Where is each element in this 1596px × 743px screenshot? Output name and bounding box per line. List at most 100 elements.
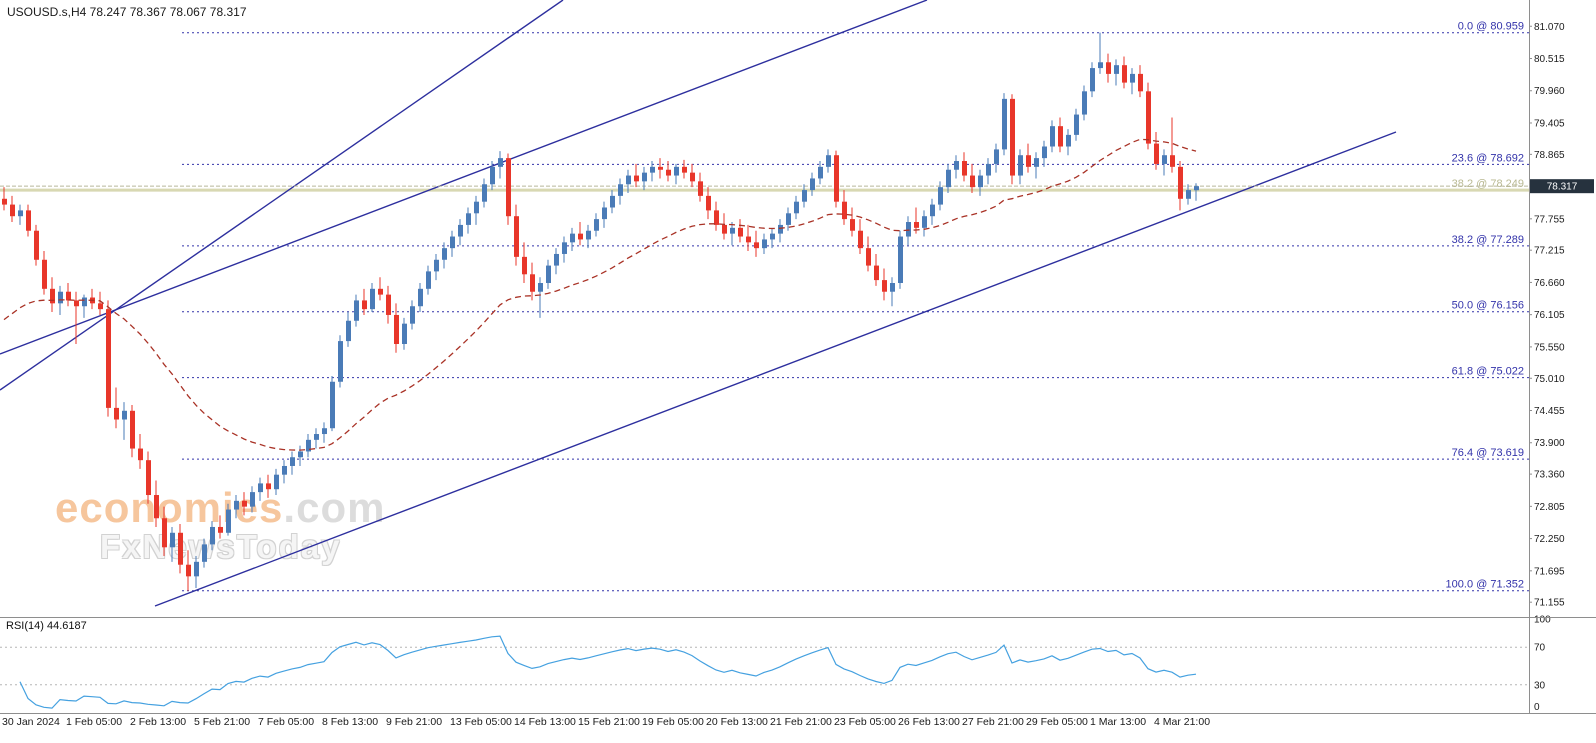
candle[interactable] bbox=[322, 422, 327, 443]
candle[interactable] bbox=[850, 207, 855, 237]
candle[interactable] bbox=[234, 495, 239, 519]
candle[interactable] bbox=[106, 300, 111, 417]
candle[interactable] bbox=[1050, 120, 1055, 153]
candle[interactable] bbox=[50, 277, 55, 313]
candle[interactable] bbox=[1058, 117, 1063, 153]
candle[interactable] bbox=[450, 230, 455, 257]
trend-channel-line[interactable] bbox=[154, 131, 1397, 607]
candle[interactable] bbox=[258, 477, 263, 501]
candle[interactable] bbox=[834, 150, 839, 208]
candle[interactable] bbox=[474, 195, 479, 225]
candle[interactable] bbox=[730, 222, 735, 246]
candle[interactable] bbox=[562, 236, 567, 263]
candle[interactable] bbox=[818, 161, 823, 185]
candle[interactable] bbox=[2, 187, 7, 211]
price-axis[interactable]: 81.07080.51579.96079.40578.86578.31077.7… bbox=[1529, 22, 1565, 609]
candle[interactable] bbox=[250, 486, 255, 513]
candle[interactable] bbox=[74, 291, 79, 344]
candle[interactable] bbox=[34, 224, 39, 266]
candle[interactable] bbox=[490, 161, 495, 191]
candle[interactable] bbox=[170, 526, 175, 562]
candle[interactable] bbox=[442, 242, 447, 269]
candle[interactable] bbox=[866, 236, 871, 272]
candle[interactable] bbox=[618, 178, 623, 205]
candle[interactable] bbox=[1042, 140, 1047, 167]
trend-channel-line[interactable] bbox=[0, 0, 928, 355]
candle[interactable] bbox=[690, 163, 695, 188]
candle[interactable] bbox=[962, 152, 967, 182]
candle[interactable] bbox=[314, 428, 319, 449]
candle[interactable] bbox=[394, 303, 399, 353]
candle[interactable] bbox=[1162, 149, 1167, 176]
candle[interactable] bbox=[946, 163, 951, 193]
candle[interactable] bbox=[842, 190, 847, 225]
candle[interactable] bbox=[522, 242, 527, 284]
candle[interactable] bbox=[482, 178, 487, 208]
candle[interactable] bbox=[890, 277, 895, 307]
candle[interactable] bbox=[338, 335, 343, 388]
candle[interactable] bbox=[1154, 131, 1159, 170]
candle[interactable] bbox=[530, 262, 535, 301]
candle[interactable] bbox=[402, 317, 407, 350]
candle[interactable] bbox=[162, 506, 167, 557]
candle[interactable] bbox=[18, 204, 23, 225]
candle[interactable] bbox=[146, 451, 151, 504]
candle[interactable] bbox=[226, 503, 231, 536]
candle[interactable] bbox=[1018, 149, 1023, 185]
candle[interactable] bbox=[186, 550, 191, 591]
candle[interactable] bbox=[418, 283, 423, 313]
candle[interactable] bbox=[90, 288, 95, 310]
candle[interactable] bbox=[1010, 94, 1015, 185]
candle[interactable] bbox=[458, 219, 463, 246]
candle[interactable] bbox=[786, 207, 791, 231]
candle[interactable] bbox=[626, 169, 631, 193]
candle[interactable] bbox=[506, 153, 511, 225]
candle[interactable] bbox=[546, 259, 551, 289]
candle[interactable] bbox=[1138, 65, 1143, 98]
candle[interactable] bbox=[922, 210, 927, 237]
candle[interactable] bbox=[1098, 32, 1103, 74]
candle[interactable] bbox=[874, 253, 879, 286]
candle[interactable] bbox=[602, 201, 607, 228]
candle[interactable] bbox=[266, 474, 271, 498]
candle[interactable] bbox=[370, 283, 375, 313]
candle[interactable] bbox=[114, 387, 119, 429]
candle[interactable] bbox=[290, 451, 295, 475]
candle[interactable] bbox=[466, 207, 471, 234]
candle[interactable] bbox=[706, 187, 711, 220]
candle[interactable] bbox=[178, 524, 183, 574]
candle[interactable] bbox=[698, 172, 703, 202]
candle[interactable] bbox=[274, 468, 279, 496]
candle[interactable] bbox=[98, 291, 103, 315]
candle[interactable] bbox=[1074, 108, 1079, 141]
candle[interactable] bbox=[1106, 53, 1111, 83]
candle[interactable] bbox=[306, 434, 311, 458]
candle[interactable] bbox=[410, 300, 415, 330]
candle[interactable] bbox=[986, 158, 991, 185]
candle[interactable] bbox=[762, 233, 767, 254]
candle[interactable] bbox=[650, 161, 655, 182]
candle[interactable] bbox=[578, 222, 583, 246]
candle[interactable] bbox=[1114, 59, 1119, 86]
candle[interactable] bbox=[666, 161, 671, 182]
candle[interactable] bbox=[194, 556, 199, 588]
candle[interactable] bbox=[674, 163, 679, 185]
candle[interactable] bbox=[1194, 183, 1199, 201]
candle[interactable] bbox=[1186, 184, 1191, 205]
candle[interactable] bbox=[498, 151, 503, 179]
candle[interactable] bbox=[1146, 82, 1151, 150]
candle[interactable] bbox=[754, 230, 759, 257]
candle[interactable] bbox=[26, 204, 31, 237]
candle[interactable] bbox=[594, 213, 599, 237]
candle[interactable] bbox=[434, 253, 439, 281]
candle[interactable] bbox=[978, 169, 983, 196]
moving-average-line[interactable] bbox=[3, 138, 1197, 451]
candle[interactable] bbox=[722, 213, 727, 240]
candle[interactable] bbox=[738, 219, 743, 243]
candle[interactable] bbox=[1082, 85, 1087, 121]
candle[interactable] bbox=[1170, 117, 1175, 173]
candle[interactable] bbox=[1066, 129, 1071, 156]
candle[interactable] bbox=[1122, 56, 1127, 89]
candle[interactable] bbox=[930, 198, 935, 225]
